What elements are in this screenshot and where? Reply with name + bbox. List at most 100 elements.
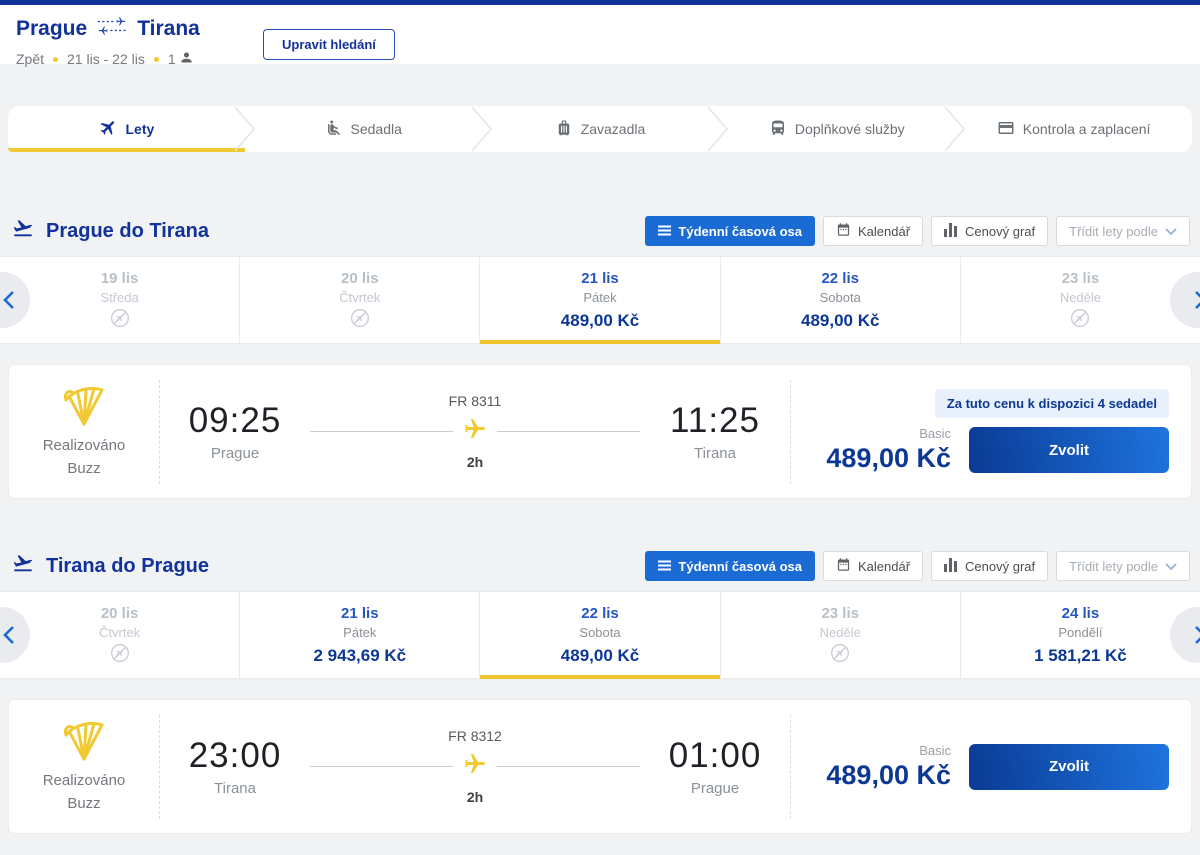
weekly-timeline-button[interactable]: Týdenní časová osa xyxy=(645,216,815,246)
sort-flights-dropdown[interactable]: Třídit lety podle xyxy=(1056,551,1190,581)
button-label: Třídit lety podle xyxy=(1069,223,1158,239)
day-cell[interactable]: 21 lis Pátek 2 943,69 Kč xyxy=(239,592,479,678)
step-divider xyxy=(233,106,257,155)
search-summary-details: Zpět 21 lis - 22 lis 1 xyxy=(16,50,1184,68)
date-range-label: 21 lis - 22 lis xyxy=(67,51,145,67)
departure-city: Tirana xyxy=(214,780,256,797)
day-cell[interactable]: 22 lis Sobota 489,00 Kč xyxy=(719,257,960,343)
edit-search-button[interactable]: Upravit hledání xyxy=(263,29,395,60)
day-date: 22 lis xyxy=(821,270,859,287)
dashed-divider xyxy=(790,379,791,484)
arrival-time: 01:00 xyxy=(668,736,762,775)
separator-dot xyxy=(53,56,59,62)
tab-extras[interactable]: Doplňkové služby xyxy=(718,106,966,152)
step-divider xyxy=(470,106,494,155)
bar-chart-icon xyxy=(944,557,958,575)
hamburger-icon xyxy=(658,224,672,239)
price-select-block: Za tuto cenu k dispozici 4 sedadel Basic… xyxy=(791,389,1191,474)
luggage-icon xyxy=(555,119,573,140)
no-flight-icon xyxy=(110,643,130,668)
section-title: Tirana do Prague xyxy=(46,554,210,577)
flight-path-block: FR 8312 2h xyxy=(310,728,640,805)
booking-steps: Lety Sedadla Zavazadla Doplňkové služby … xyxy=(8,106,1192,152)
tab-label: Sedadla xyxy=(350,121,402,137)
path-line xyxy=(497,431,640,432)
day-cell-selected[interactable]: 22 lis Sobota 489,00 Kč xyxy=(479,592,720,679)
no-flight-icon xyxy=(350,308,370,333)
seats-left-badge: Za tuto cenu k dispozici 4 sedadel xyxy=(934,389,1169,418)
day-name: Sobota xyxy=(819,290,861,305)
bar-chart-icon xyxy=(944,222,958,240)
day-cell: 23 lis Neděle xyxy=(719,592,960,678)
inbound-toolbar: Týdenní časová osa Kalendář Cenový graf … xyxy=(645,551,1190,581)
day-cell-selected[interactable]: 21 lis Pátek 489,00 Kč xyxy=(479,257,720,344)
button-label: Týdenní časová osa xyxy=(678,223,802,239)
price-graph-button[interactable]: Cenový graf xyxy=(931,216,1049,246)
outbound-section-header: Prague do Tirana Týdenní časová osa Kale… xyxy=(10,214,1190,248)
seat-icon xyxy=(325,119,343,140)
chevron-right-icon xyxy=(1195,291,1200,309)
day-cell: 20 lis Čtvrtek xyxy=(0,592,239,678)
tab-bags[interactable]: Zavazadla xyxy=(482,106,729,152)
calendar-button[interactable]: Kalendář xyxy=(822,551,924,581)
departure-time: 23:00 xyxy=(188,736,282,775)
price-graph-button[interactable]: Cenový graf xyxy=(931,551,1049,581)
operator-label: Buzz xyxy=(67,459,101,477)
flight-takeoff-icon xyxy=(10,217,36,245)
arrival-block: 01:00 Prague xyxy=(640,736,790,797)
select-outbound-button[interactable]: Zvolit xyxy=(969,427,1169,473)
tab-seats[interactable]: Sedadla xyxy=(245,106,492,152)
person-icon xyxy=(179,50,194,68)
operator-label: Realizováno xyxy=(42,437,126,455)
path-line xyxy=(310,431,453,432)
destination-city: Tirana xyxy=(137,17,200,40)
flight-takeoff-icon xyxy=(10,552,36,580)
button-label: Cenový graf xyxy=(965,223,1036,239)
day-cell: 23 lis Neděle xyxy=(959,257,1200,343)
plane-icon xyxy=(463,417,487,446)
no-flight-icon xyxy=(830,643,850,668)
day-name: Čtvrtek xyxy=(339,290,381,305)
button-label: Třídit lety podle xyxy=(1069,558,1158,574)
operator-label: Realizováno xyxy=(42,772,126,790)
step-divider xyxy=(943,106,967,155)
tab-flights[interactable]: Lety xyxy=(8,106,255,152)
departure-block: 23:00 Tirana xyxy=(160,736,310,797)
search-summary-header: Prague Tirana Zpět 21 lis - 22 lis 1 Upr… xyxy=(0,5,1200,67)
tab-checkout[interactable]: Kontrola a zaplacení xyxy=(955,106,1192,152)
weekly-timeline-button[interactable]: Týdenní časová osa xyxy=(645,551,815,581)
tab-label: Kontrola a zaplacení xyxy=(1022,121,1151,137)
credit-card-icon xyxy=(997,119,1015,140)
select-inbound-button[interactable]: Zvolit xyxy=(969,743,1169,790)
chevron-down-icon xyxy=(1165,559,1177,574)
day-date: 21 lis xyxy=(341,605,379,622)
dashed-divider xyxy=(790,714,791,819)
day-name: Neděle xyxy=(819,625,861,640)
step-divider xyxy=(706,106,730,155)
trip-type-label: Zpět xyxy=(16,51,45,67)
chevron-down-icon xyxy=(1165,224,1177,239)
day-name: Pátek xyxy=(583,290,617,305)
day-date: 23 lis xyxy=(821,605,859,622)
active-tab-underline xyxy=(8,148,245,152)
dashed-divider xyxy=(159,714,160,819)
outbound-toolbar: Týdenní časová osa Kalendář Cenový graf … xyxy=(645,216,1190,246)
departure-city: Prague xyxy=(210,445,260,462)
no-flight-icon xyxy=(1070,308,1090,333)
operator-label: Buzz xyxy=(67,794,101,812)
day-cell[interactable]: 24 lis Pondělí 1 581,21 Kč xyxy=(959,592,1200,678)
calendar-icon xyxy=(836,222,851,240)
operator-block: Realizováno Buzz xyxy=(9,719,159,814)
calendar-icon xyxy=(836,557,851,575)
day-price: 489,00 Kč xyxy=(560,646,640,665)
button-label: Týdenní časová osa xyxy=(678,558,802,574)
separator-dot xyxy=(153,56,159,62)
calendar-button[interactable]: Kalendář xyxy=(822,216,924,246)
flight-duration: 2h xyxy=(466,454,484,470)
roundtrip-planes-icon xyxy=(97,15,127,43)
fare-label: Basic xyxy=(919,742,951,758)
arrival-city: Prague xyxy=(690,780,740,797)
departure-block: 09:25 Prague xyxy=(160,401,310,462)
sort-flights-dropdown[interactable]: Třídit lety podle xyxy=(1056,216,1190,246)
flight-number: FR 8312 xyxy=(448,728,502,744)
